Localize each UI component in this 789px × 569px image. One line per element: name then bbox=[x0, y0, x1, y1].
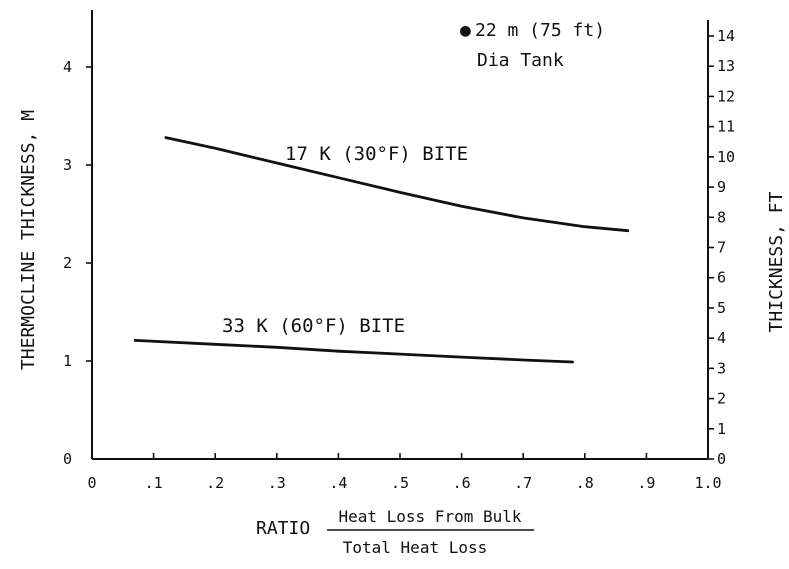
series-line-2 bbox=[133, 338, 574, 364]
left-axis-title: THERMOCLINE THICKNESS, M bbox=[18, 110, 39, 370]
right-tick-label: 10 bbox=[717, 148, 735, 166]
right-tick-label: 11 bbox=[717, 118, 735, 136]
x-axis-ticks: 0 .1 .2 .3 .4 .5 .6 .7 .8 .9 1.0 bbox=[87, 453, 722, 492]
right-tick-label: 0 bbox=[717, 450, 726, 468]
x-tick-label: .6 bbox=[453, 474, 471, 492]
right-tick-label: 8 bbox=[717, 208, 726, 226]
right-tick-label: 2 bbox=[717, 390, 726, 408]
left-axis-ticks: 0 1 2 3 4 bbox=[63, 58, 92, 468]
x-tick-label: 0 bbox=[87, 474, 96, 492]
x-tick-label: .2 bbox=[206, 474, 224, 492]
left-tick-label: 1 bbox=[63, 352, 72, 370]
right-tick-label: 4 bbox=[717, 329, 726, 347]
series-label-2: 33 K (60°F) BITE bbox=[222, 315, 405, 337]
x-axis-title-denominator: Total Heat Loss bbox=[343, 538, 488, 557]
tank-annotation: ● 22 m (75 ft) Dia Tank bbox=[460, 20, 605, 71]
right-tick-label: 13 bbox=[717, 57, 735, 75]
x-tick-label: 1.0 bbox=[694, 474, 721, 492]
annotation-bullet: ● bbox=[460, 20, 471, 41]
left-tick-label: 3 bbox=[63, 156, 72, 174]
left-tick-label: 2 bbox=[63, 254, 72, 272]
x-tick-label: .8 bbox=[576, 474, 594, 492]
annotation-line1: 22 m (75 ft) bbox=[475, 20, 605, 41]
x-tick-label: .9 bbox=[637, 474, 655, 492]
right-tick-label: 1 bbox=[717, 420, 726, 438]
x-axis-title-prefix: RATIO bbox=[256, 518, 310, 539]
right-axis-title: THICKNESS, FT bbox=[766, 191, 787, 332]
right-tick-label: 9 bbox=[717, 178, 726, 196]
x-tick-label: .5 bbox=[391, 474, 409, 492]
x-axis-title: RATIO Heat Loss From Bulk Total Heat Los… bbox=[256, 507, 534, 557]
x-tick-label: .4 bbox=[329, 474, 347, 492]
x-axis-title-numerator: Heat Loss From Bulk bbox=[338, 507, 521, 526]
left-tick-label: 4 bbox=[63, 58, 72, 76]
left-tick-label: 0 bbox=[63, 450, 72, 468]
axes bbox=[91, 10, 709, 460]
right-tick-label: 3 bbox=[717, 359, 726, 377]
x-tick-label: .7 bbox=[514, 474, 532, 492]
right-tick-label: 12 bbox=[717, 87, 735, 105]
series-line-1 bbox=[164, 136, 630, 233]
series-label-1: 17 K (30°F) BITE bbox=[285, 143, 468, 165]
x-tick-label: .1 bbox=[145, 474, 163, 492]
series-group: 17 K (30°F) BITE 33 K (60°F) BITE bbox=[133, 136, 630, 364]
right-tick-label: 14 bbox=[717, 27, 735, 45]
x-tick-label: .3 bbox=[268, 474, 286, 492]
right-tick-label: 7 bbox=[717, 239, 726, 257]
right-tick-label: 5 bbox=[717, 299, 726, 317]
right-tick-label: 6 bbox=[717, 269, 726, 287]
annotation-line2: Dia Tank bbox=[477, 50, 564, 71]
